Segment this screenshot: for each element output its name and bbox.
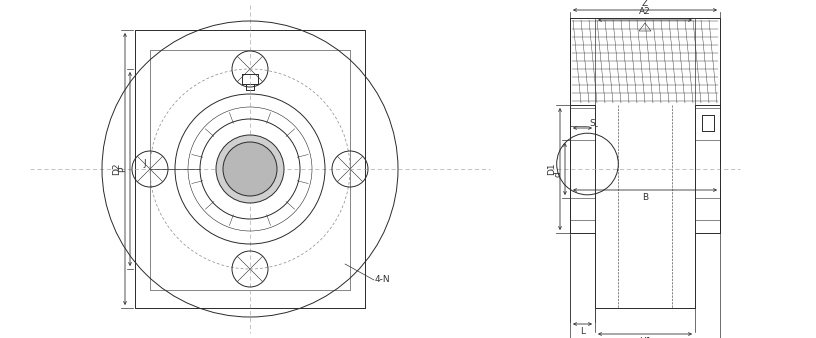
Text: Z: Z: [642, 0, 648, 7]
Text: D2: D2: [113, 163, 122, 175]
Text: B: B: [642, 193, 648, 202]
Text: A2: A2: [639, 7, 651, 17]
Circle shape: [216, 135, 284, 203]
Text: L: L: [580, 328, 585, 337]
Text: S: S: [589, 120, 595, 128]
Text: P: P: [118, 166, 127, 172]
Circle shape: [223, 142, 277, 196]
Text: D1: D1: [548, 163, 557, 175]
Text: d: d: [553, 171, 562, 177]
Text: J: J: [144, 159, 146, 168]
Text: 4-N: 4-N: [375, 275, 391, 285]
